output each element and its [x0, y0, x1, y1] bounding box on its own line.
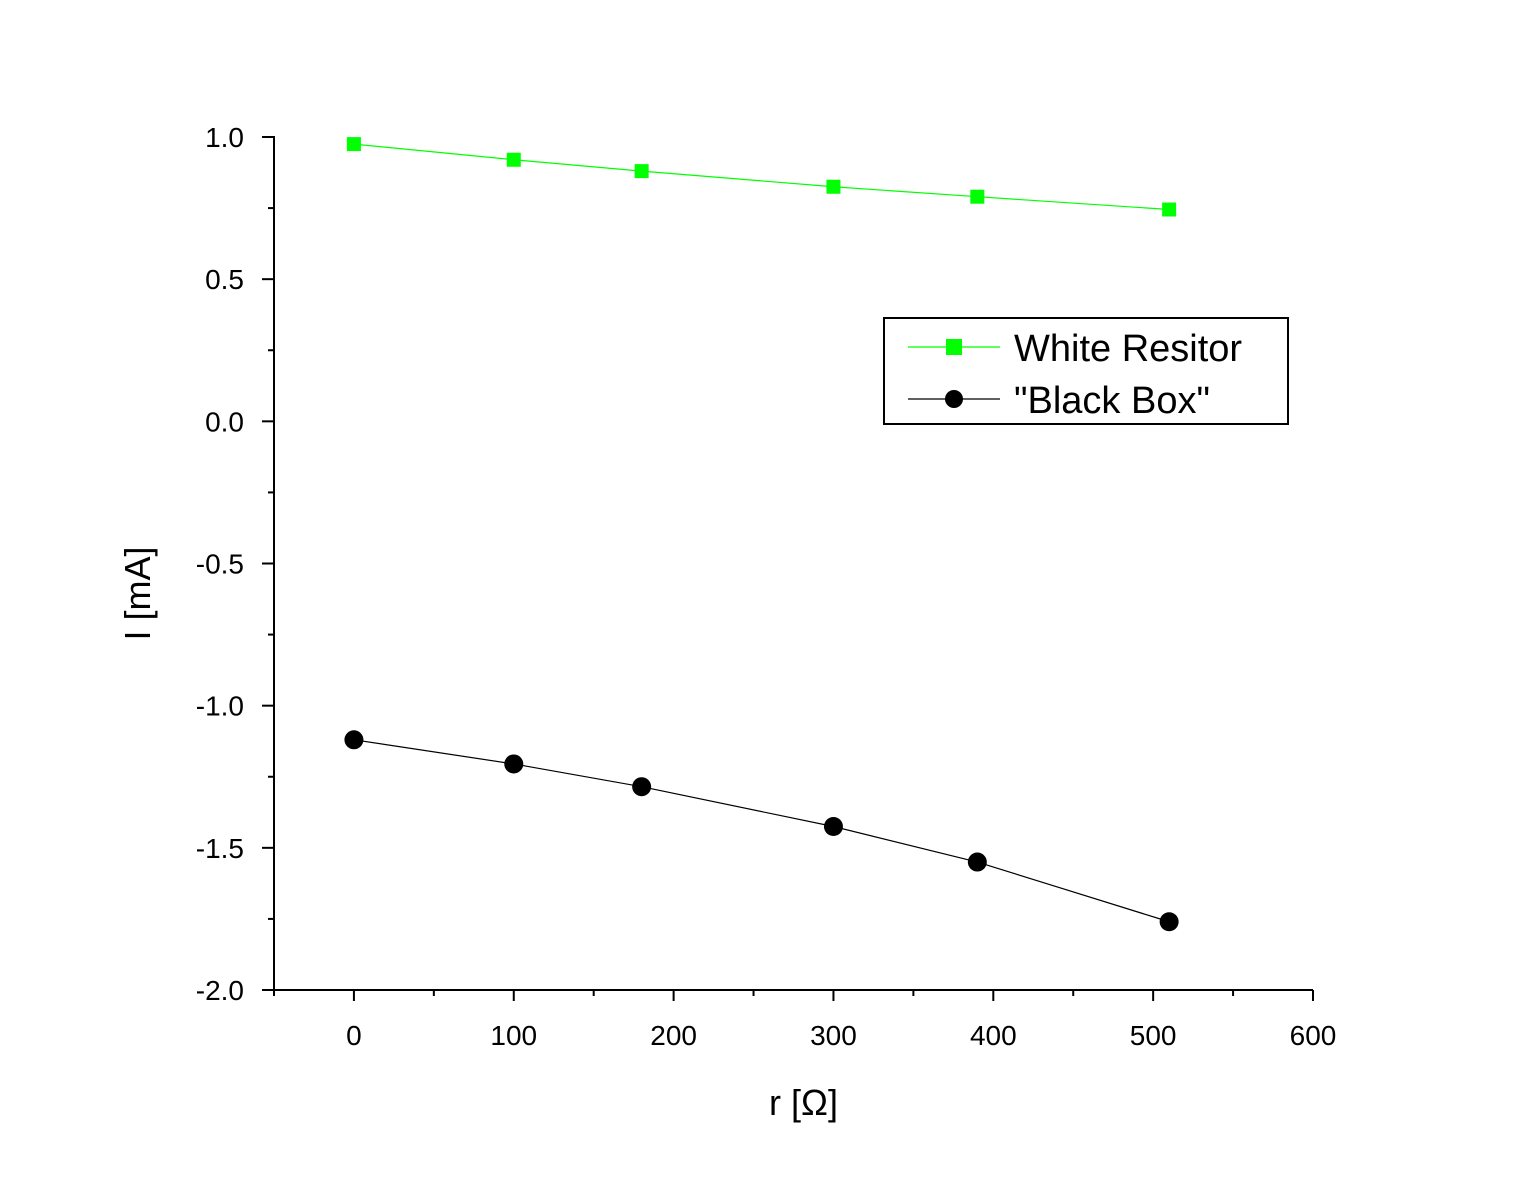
- x-tick-label: 400: [970, 1020, 1017, 1051]
- legend-item-2: "Black Box": [908, 380, 1210, 422]
- y-tick-label: -0.5: [196, 549, 244, 580]
- data-point: [344, 730, 364, 750]
- data-point: [504, 754, 524, 774]
- x-tick-label: 0: [346, 1020, 362, 1051]
- y-tick-label: -1.5: [196, 833, 244, 864]
- x-tick-label: 100: [490, 1020, 537, 1051]
- x-tick-label: 300: [810, 1020, 857, 1051]
- data-point: [632, 777, 652, 797]
- y-tick-label: -2.0: [196, 975, 244, 1006]
- y-tick-label: 1.0: [205, 122, 244, 153]
- x-axis-ticks: 0 100 200 300 400 500 600: [273, 990, 1337, 1051]
- series-line: [353, 143, 1170, 211]
- y-tick-label: 0.0: [205, 406, 244, 437]
- data-point: [826, 179, 841, 194]
- data-point: [346, 137, 361, 152]
- x-axis-title: r [Ω]: [769, 1082, 838, 1123]
- y-axis-title: I [mA]: [117, 546, 158, 640]
- legend-marker: [945, 390, 963, 408]
- y-tick-label: -1.0: [196, 691, 244, 722]
- series-2: [344, 730, 1179, 932]
- data-point: [970, 189, 985, 204]
- legend-label: White Resitor: [1014, 328, 1242, 370]
- data-point: [634, 164, 649, 179]
- series-1: [346, 137, 1177, 217]
- series-layer: [344, 137, 1179, 932]
- data-point: [1159, 912, 1179, 932]
- x-tick-label: 600: [1290, 1020, 1337, 1051]
- x-tick-label: 200: [650, 1020, 697, 1051]
- axes: [273, 136, 1313, 991]
- y-tick-label: 0.5: [205, 264, 244, 295]
- series-line: [353, 739, 1170, 923]
- data-point: [967, 852, 987, 872]
- legend-label: "Black Box": [1014, 380, 1210, 422]
- y-axis-ticks: -2.0 -1.5 -1.0 -0.5 0.0 0.5 1.0: [196, 122, 274, 1006]
- legend: White Resitor "Black Box": [883, 317, 1289, 425]
- legend-marker: [946, 339, 962, 355]
- legend-item-1: White Resitor: [908, 328, 1242, 370]
- data-point: [823, 817, 843, 837]
- data-point: [506, 152, 521, 167]
- x-tick-label: 500: [1130, 1020, 1177, 1051]
- data-point: [1162, 202, 1177, 217]
